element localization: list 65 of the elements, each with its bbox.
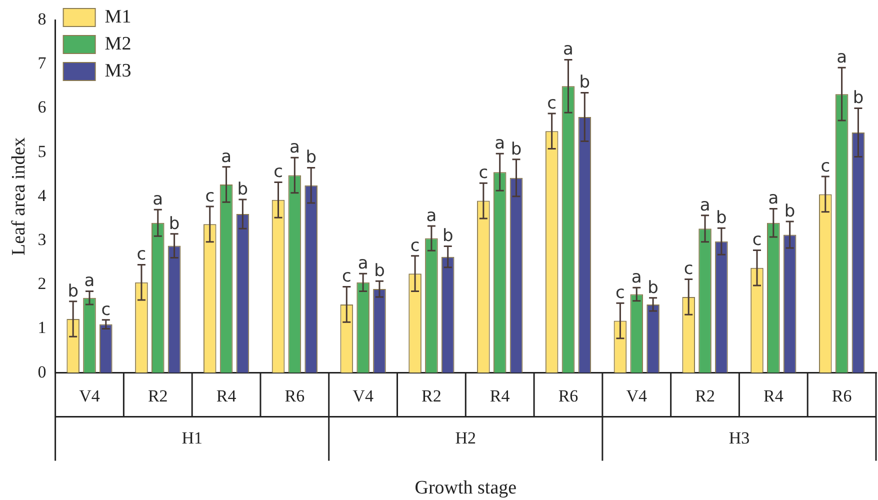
data-label: b xyxy=(68,281,78,302)
data-label: a xyxy=(836,48,848,68)
data-label: a xyxy=(494,134,506,154)
x-tick-label: R6 xyxy=(558,386,578,406)
data-label: b xyxy=(648,278,658,298)
y-tick-label: 4 xyxy=(38,186,47,205)
data-label: a xyxy=(563,40,574,60)
data-label: c xyxy=(342,266,352,287)
x-tick-label: R6 xyxy=(832,386,852,406)
data-label: c xyxy=(684,259,694,280)
data-label: c xyxy=(101,300,111,320)
x-tick-label: R4 xyxy=(763,386,784,406)
x-tick-label: R4 xyxy=(216,386,237,406)
x-tick-label: R2 xyxy=(148,386,168,406)
y-tick-label: 6 xyxy=(38,98,46,117)
data-label: b xyxy=(784,201,796,222)
data-label: b xyxy=(510,139,522,160)
data-label: a xyxy=(768,188,779,209)
y-tick-label: 5 xyxy=(38,142,46,161)
data-label: a xyxy=(289,138,300,158)
data-label: a xyxy=(700,195,710,216)
data-label: b xyxy=(852,88,864,108)
data-label: c xyxy=(274,162,283,182)
data-label: c xyxy=(136,244,146,265)
legend-label: M2 xyxy=(104,33,132,54)
data-label: c xyxy=(820,156,830,176)
data-label: c xyxy=(410,236,420,256)
x-axis-title: Growth stage xyxy=(414,478,517,499)
text: H3 xyxy=(728,428,750,448)
text: H2 xyxy=(455,428,476,448)
x-tick-label: R2 xyxy=(695,386,715,406)
x-tick-label: V4 xyxy=(79,386,100,406)
y-tick-label: 8 xyxy=(38,9,46,28)
y-tick-label: 3 xyxy=(38,230,46,249)
x-tick-label: V4 xyxy=(352,386,374,406)
data-label: a xyxy=(358,253,368,274)
data-label: c xyxy=(616,283,625,304)
y-axis-title: Leaf area index xyxy=(8,136,30,256)
legend-label: M3 xyxy=(104,60,132,82)
y-tick-label: 7 xyxy=(38,54,47,73)
text: H1 xyxy=(182,428,202,448)
data-label: c xyxy=(205,186,215,206)
data-label: b xyxy=(716,208,727,228)
x-tick-label: R4 xyxy=(490,386,510,406)
data-label: a xyxy=(221,146,232,167)
data-label: c xyxy=(752,230,762,250)
y-tick-label: 2 xyxy=(38,274,46,294)
data-label: a xyxy=(631,268,642,288)
data-label: b xyxy=(237,179,248,200)
y-tick-label: 0 xyxy=(38,362,46,382)
data-label: a xyxy=(84,271,95,292)
data-label: a xyxy=(152,190,164,210)
x-tick-label: R6 xyxy=(284,386,305,406)
y-tick-label: 1 xyxy=(38,318,46,338)
data-label: b xyxy=(442,226,454,246)
x-tick-label: R2 xyxy=(422,386,442,406)
x-tick-label: V4 xyxy=(626,386,648,406)
data-label: a xyxy=(426,206,437,226)
data-label: b xyxy=(306,148,316,168)
data-label: b xyxy=(374,260,385,281)
legend-label: M1 xyxy=(104,6,132,28)
data-label: c xyxy=(478,163,488,184)
data-label: b xyxy=(168,214,180,234)
data-label: c xyxy=(547,93,557,114)
data-label: b xyxy=(579,72,590,93)
